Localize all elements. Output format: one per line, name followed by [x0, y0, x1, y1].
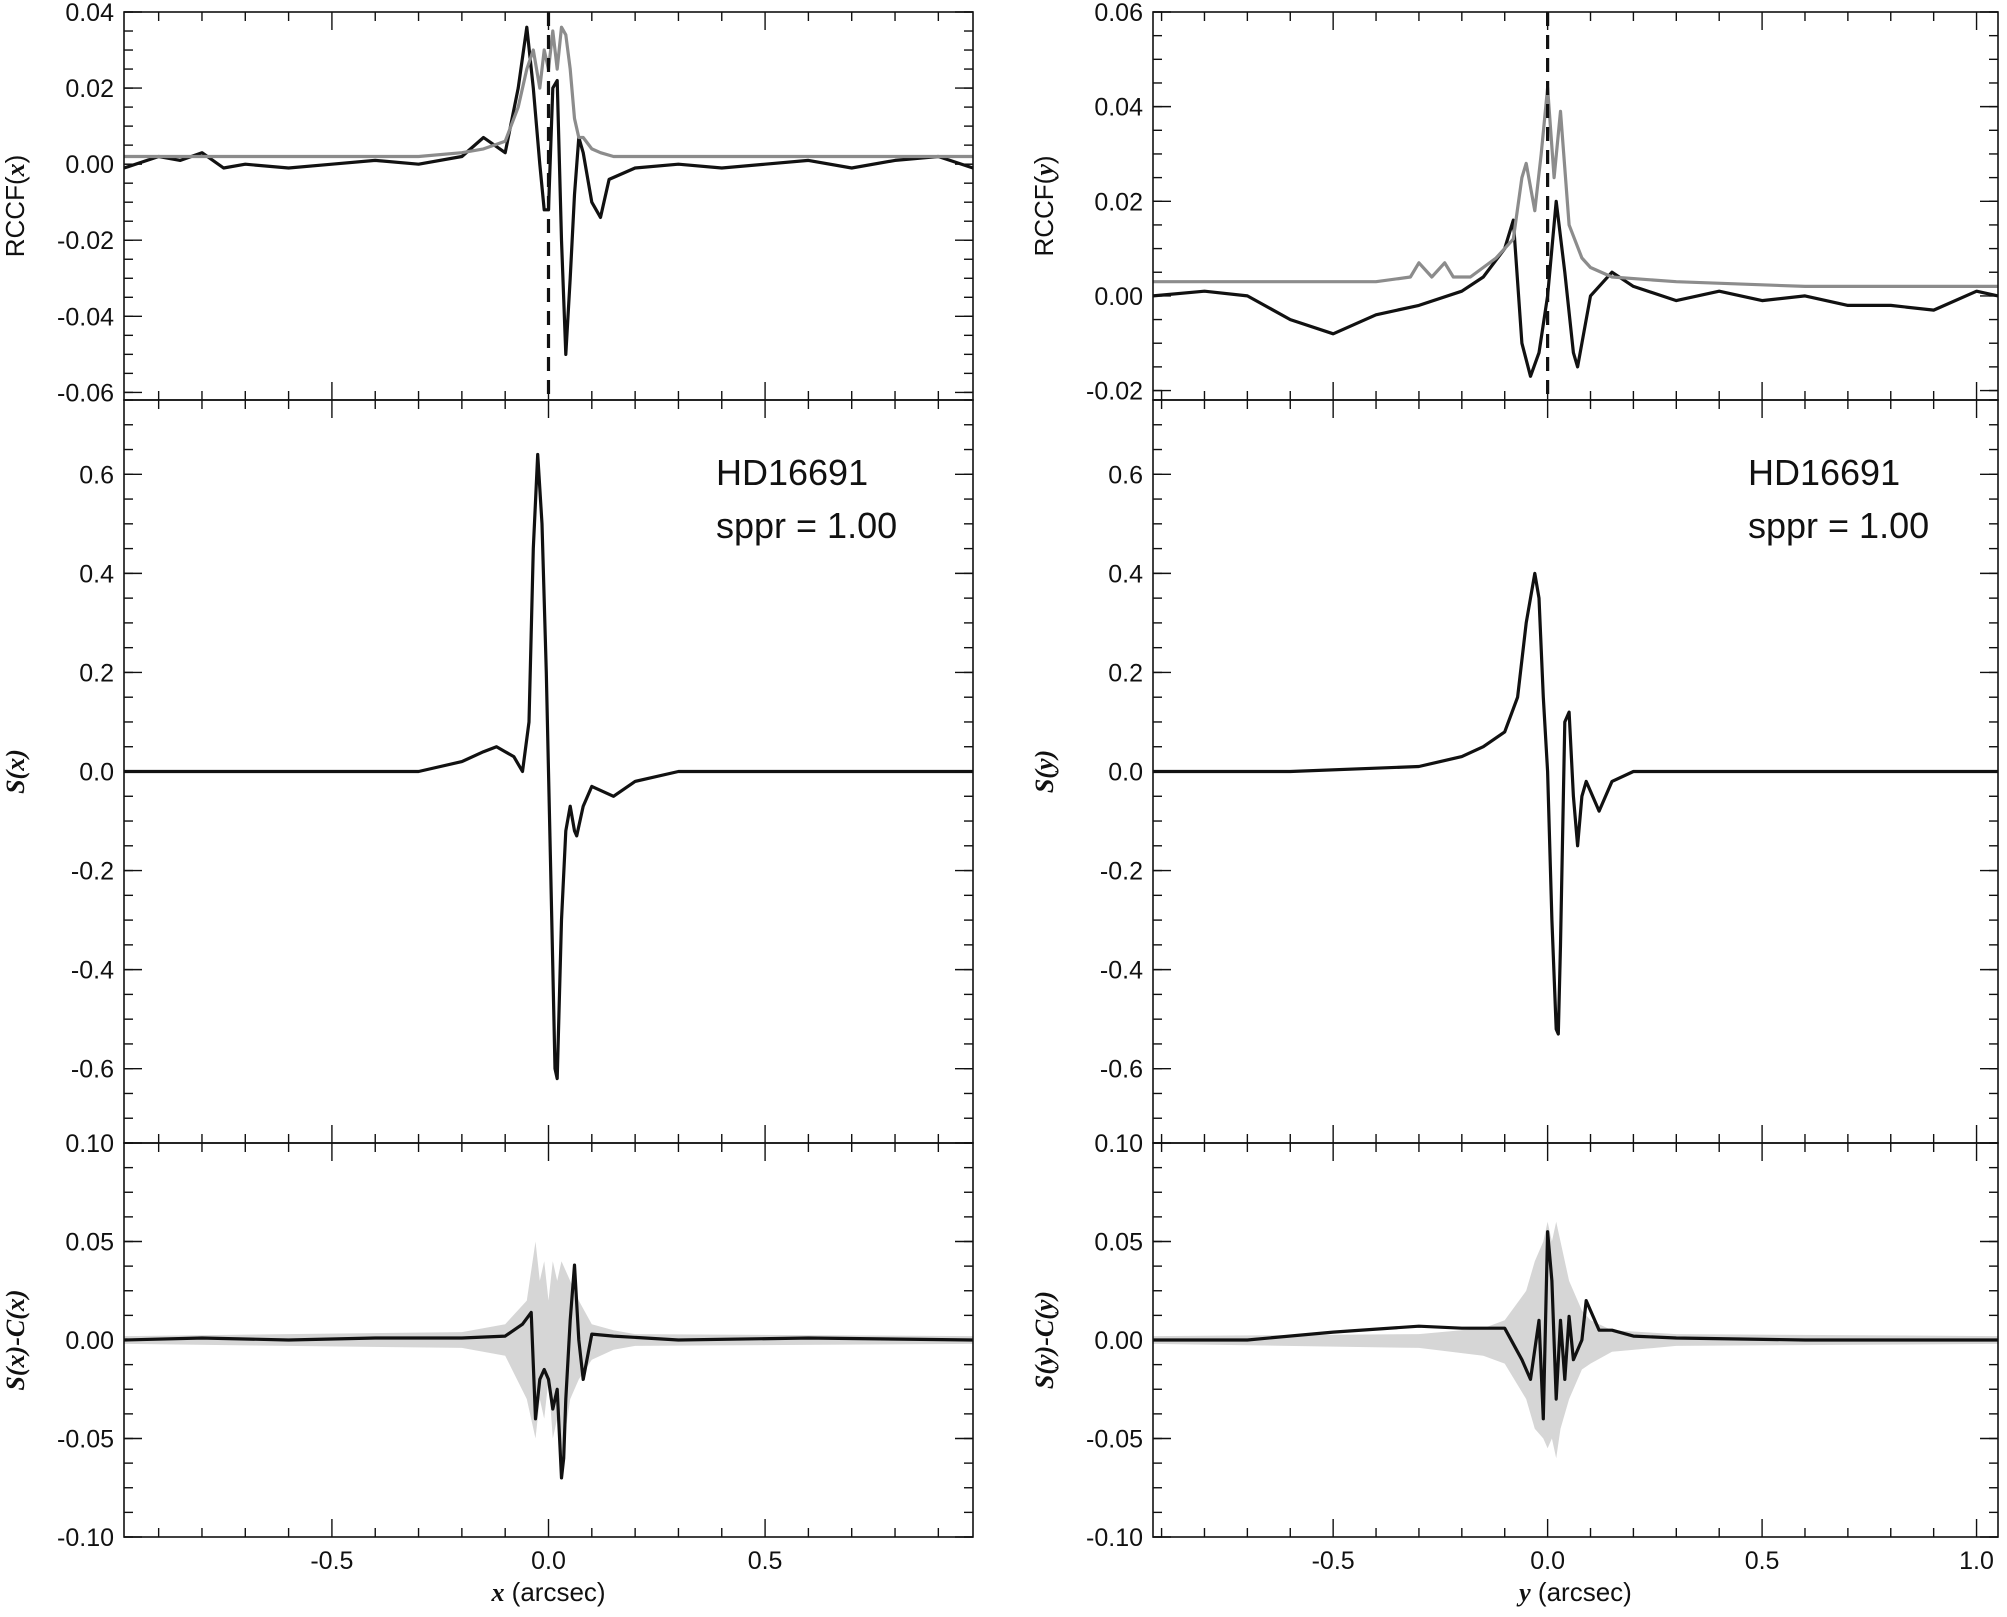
series-line-0 [124, 452, 973, 1081]
y-axis-label-text: S( [1030, 1364, 1059, 1389]
y-axis-label: S(x)-C(x) [1, 1289, 30, 1390]
x-axis-label: y (arcsec) [1516, 1577, 1632, 1607]
y-axis-label-text: S( [1, 768, 30, 793]
series-line-0 [1153, 571, 1998, 1036]
series-line-0 [123, 25, 974, 356]
y-axis-label-var: x [1, 163, 30, 177]
y-axis-label-text: ) [1, 749, 30, 760]
uncertainty-band [124, 1241, 973, 1459]
y-tick-label: -0.4 [1100, 957, 1143, 985]
y-axis-label-text: S( [1, 1365, 30, 1390]
y-axis-label-var: x [1, 1354, 30, 1368]
y-axis-label-text: )-C( [1, 1309, 30, 1357]
y-axis-label-var: y [1030, 1299, 1059, 1314]
y-tick-label: 0.05 [1094, 1229, 1143, 1257]
y-axis-label: S(y)-C(y) [1030, 1291, 1059, 1389]
annotation-star-name: HD16691 [1748, 452, 1900, 493]
y-tick-label: -0.10 [57, 1524, 114, 1552]
y-axis-label: RCCF(y) [1029, 155, 1059, 256]
y-tick-label: 0.02 [65, 75, 114, 103]
y-tick-label: 0.4 [1108, 560, 1143, 588]
x-tick-label: 0.5 [1745, 1547, 1780, 1575]
x-tick-label: 0.0 [1530, 1547, 1565, 1575]
series-line-1 [1153, 86, 1998, 288]
y-tick-label: 0.04 [1094, 94, 1143, 122]
annotation-star-name: HD16691 [716, 452, 868, 493]
y-tick-label: 0.4 [79, 560, 114, 588]
y-tick-label: 0.6 [79, 461, 114, 489]
y-tick-label: -0.05 [1086, 1426, 1143, 1454]
series-line-0 [123, 1263, 974, 1480]
y-axis-label-text: ) [1030, 1291, 1059, 1302]
y-axis-label-text: ) [1, 1289, 30, 1300]
y-tick-label: -0.2 [1100, 858, 1143, 886]
y-tick-label: 0.10 [1094, 1130, 1143, 1158]
series-line-0 [1152, 199, 1999, 378]
x-axis-label: x (arcsec) [490, 1577, 605, 1607]
y-tick-label: -0.10 [1086, 1524, 1143, 1552]
y-axis-label-text: ) [0, 155, 30, 164]
y-tick-label: -0.6 [71, 1056, 114, 1084]
annotation-sppr: sppr = 1.00 [716, 505, 897, 546]
uncertainty-band [1153, 1221, 1998, 1459]
y-tick-label: -0.05 [57, 1426, 114, 1454]
y-axis-label-text: )-C( [1030, 1309, 1059, 1357]
x-tick-label: 0.0 [531, 1547, 566, 1575]
y-tick-label: -0.04 [57, 303, 114, 331]
y-tick-label: 0.2 [1108, 659, 1143, 687]
y-axis-label-var: x [1, 758, 30, 772]
x-tick-label: 1.0 [1959, 1547, 1994, 1575]
x-tick-label: -0.5 [310, 1547, 353, 1575]
annotation-sppr: sppr = 1.00 [1748, 505, 1929, 546]
y-axis-label-text: RCCF( [1029, 175, 1059, 256]
y-tick-label: -0.06 [57, 379, 114, 407]
y-axis-label: RCCF(x) [0, 155, 30, 258]
y-tick-label: -0.6 [1100, 1056, 1143, 1084]
x-axis-label-unit: (arcsec) [504, 1577, 605, 1607]
y-tick-label: 0.00 [1094, 283, 1143, 311]
y-tick-label: 0.6 [1108, 461, 1143, 489]
y-axis-label-var: y [1030, 758, 1059, 773]
y-tick-label: 0.10 [65, 1130, 114, 1158]
panel-right-top: -0.02 0.00 0.02 0.04 0.06 RCCF(y) [1029, 0, 1999, 406]
y-tick-label: 0.0 [1108, 759, 1143, 787]
x-tick-label: 0.5 [748, 1547, 783, 1575]
y-axis-label-var: y [1030, 1354, 1059, 1369]
y-axis-label-text: S( [1030, 768, 1059, 793]
y-axis-label: S(y) [1030, 750, 1059, 793]
panel-left-bottom: -0.10 -0.05 0.00 0.05 0.10 -0.5 0.0 0.5 x (arcse… [1, 1130, 974, 1607]
y-tick-label: -0.2 [71, 858, 114, 886]
panel-left-top: -0.06 -0.04 -0.02 0.00 0.02 0.04 RCCF(x) [0, 0, 974, 407]
y-tick-label: 0.02 [1094, 188, 1143, 216]
x-axis-label-var: x [490, 1578, 504, 1607]
y-tick-label: 0.06 [1094, 0, 1143, 27]
x-axis-label-var: y [1516, 1578, 1531, 1607]
y-tick-label: 0.05 [65, 1229, 114, 1257]
x-tick-label: -0.5 [1312, 1547, 1355, 1575]
y-axis-label-var: x [1, 1298, 30, 1312]
series-line-0 [1153, 1230, 1998, 1421]
y-axis-label-var: y [1030, 164, 1059, 179]
y-tick-label: -0.4 [71, 957, 114, 985]
y-tick-label: 0.2 [79, 659, 114, 687]
y-tick-label: 0.00 [65, 1327, 114, 1355]
y-tick-label: 0.00 [1094, 1327, 1143, 1355]
panel-left-middle: -0.6 -0.4 -0.2 0.0 0.2 0.4 0.6 S(x) HD16691 sppr … [1, 399, 974, 1144]
y-axis-label-text: ) [1029, 155, 1059, 164]
panel-right-bottom: -0.10 -0.05 0.00 0.05 0.10 -0.5 0.0 0.5 1.0 y (ar… [1030, 1130, 1999, 1607]
y-axis-label: S(x) [1, 749, 30, 794]
y-tick-label: 0.00 [65, 151, 114, 179]
y-tick-label: -0.02 [1086, 378, 1143, 406]
panel-right-middle: -0.6 -0.4 -0.2 0.0 0.2 0.4 0.6 S(y) HD16691 sppr … [1030, 399, 1999, 1144]
y-axis-label-text: RCCF( [0, 176, 30, 257]
y-axis-label-text: ) [1030, 750, 1059, 761]
y-tick-label: 0.04 [65, 0, 114, 27]
x-axis-label-unit: (arcsec) [1531, 1577, 1632, 1607]
y-tick-label: 0.0 [79, 759, 114, 787]
y-tick-label: -0.02 [57, 227, 114, 255]
series-line-1 [124, 25, 973, 159]
